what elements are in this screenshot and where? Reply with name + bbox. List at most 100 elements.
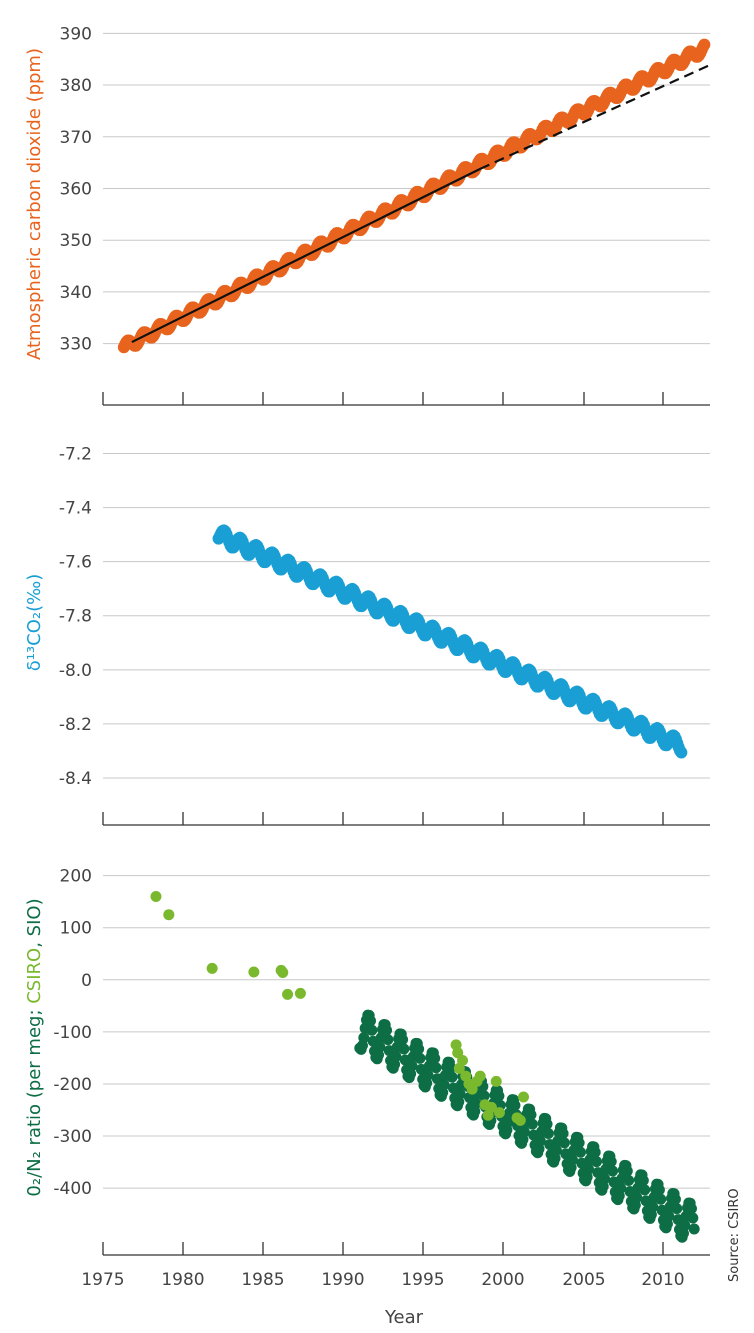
data-point [374, 1041, 386, 1053]
source-note: Source: CSIRO [727, 1188, 742, 1282]
y-tick-label: 340 [60, 283, 92, 303]
data-point [623, 1174, 635, 1186]
y-tick-label: -7.6 [59, 553, 92, 573]
y-tick-label: -100 [53, 1023, 92, 1043]
y-axis-title: 0₂/N₂ ratio (per meg; CSIRO, SIO) [24, 898, 45, 1196]
data-point [422, 1069, 434, 1081]
y-tick-label: -8.2 [59, 715, 92, 735]
data-point [663, 1210, 675, 1222]
d13c-panel: -7.2 -7.4 -7.6 -7.8 -8.0 -8.2 -8.4 δ¹³CO₂(‰) [24, 445, 710, 826]
data-point [574, 1146, 586, 1158]
data-point [478, 1090, 490, 1102]
y-axis-title: δ¹³CO₂(‰) [24, 574, 45, 672]
data-point [639, 1184, 651, 1196]
data-point [591, 1156, 603, 1168]
data-point [390, 1051, 402, 1063]
data-point [490, 1075, 502, 1087]
data-point [518, 1091, 530, 1103]
data-point [493, 1107, 505, 1119]
x-tick-label: 1985 [241, 1270, 284, 1290]
data-point [647, 1201, 659, 1213]
data-point [514, 1114, 526, 1126]
data-point [607, 1165, 619, 1177]
y-tick-label: 360 [60, 179, 92, 199]
y-tick-label: 200 [60, 867, 92, 887]
data-point [589, 1146, 601, 1158]
y-tick-label: -7.2 [59, 445, 92, 465]
data-point [457, 1055, 469, 1067]
data-point [502, 1116, 514, 1128]
data-point [381, 1024, 393, 1036]
data-point [438, 1079, 450, 1091]
data-point [474, 1070, 486, 1082]
x-tick-label: 1975 [81, 1270, 124, 1290]
x-tick-label: 1995 [401, 1270, 444, 1290]
y-axis-title-part: CSIRO [24, 948, 45, 1004]
y-tick-label: 350 [60, 231, 92, 251]
data-point [509, 1099, 521, 1111]
data-point [688, 1223, 700, 1235]
data-point [675, 746, 688, 759]
data-point [454, 1088, 466, 1100]
series-o2_sio [354, 1009, 700, 1243]
y-tick-label: 100 [60, 919, 92, 939]
data-point [686, 1203, 697, 1215]
data-point [406, 1060, 418, 1072]
data-point [493, 1090, 505, 1102]
y-tick-label: 370 [60, 128, 92, 148]
data-point [397, 1034, 409, 1046]
data-point [653, 1184, 665, 1196]
y-tick-label: -200 [53, 1075, 92, 1095]
data-point [206, 962, 218, 974]
x-tick-label: 2000 [481, 1270, 524, 1290]
data-point [541, 1118, 553, 1130]
data-point [557, 1128, 569, 1140]
trend-line-dashed [479, 63, 712, 170]
y-axis-title: Atmospheric carbon dioxide (ppm) [24, 48, 45, 360]
y-tick-label: 0 [81, 971, 92, 991]
co2-panel: 330 340 350 360 370 380 390 Atmospheric carbon … [24, 24, 712, 406]
data-point [573, 1137, 585, 1149]
x-tick-label: 2010 [641, 1270, 684, 1290]
x-tick-label: 1990 [321, 1270, 364, 1290]
data-point [583, 1163, 595, 1175]
data-point [282, 988, 294, 1000]
data-point [566, 1154, 578, 1166]
y-tick-label: -300 [53, 1127, 92, 1147]
data-point [294, 987, 306, 999]
data-point [698, 38, 711, 51]
data-point [687, 1212, 699, 1224]
data-point [542, 1127, 554, 1139]
data-point [655, 1193, 667, 1205]
data-point [358, 1032, 370, 1044]
data-point [382, 1034, 394, 1046]
data-point [669, 1193, 681, 1205]
data-point [615, 1182, 627, 1194]
data-point [605, 1156, 617, 1168]
data-point [631, 1191, 643, 1203]
y-axis-title-part: 0₂/N₂ ratio (per meg; [24, 1004, 45, 1197]
y-tick-label: -7.8 [59, 607, 92, 627]
data-point [277, 967, 289, 978]
data-point [413, 1043, 425, 1055]
y-tick-label: -7.4 [59, 499, 92, 519]
data-point [599, 1173, 611, 1185]
y-tick-label: -400 [53, 1179, 92, 1199]
data-point [470, 1097, 482, 1109]
y-tick-label: 390 [60, 24, 92, 44]
data-point [150, 890, 162, 902]
y-tick-label: 330 [60, 335, 92, 355]
y-axis-title-part: , SIO) [24, 898, 45, 947]
data-point [679, 1220, 691, 1232]
series-o2_csiro [150, 890, 530, 1126]
x-axis-title: Year [384, 1307, 424, 1328]
data-point [430, 1062, 442, 1074]
data-point [550, 1144, 562, 1156]
data-point [621, 1165, 633, 1177]
o2-panel: 200 100 0 -100 -200 -300 -400 0₂/N₂ ratio (per … [24, 867, 710, 1328]
data-point [485, 1101, 497, 1113]
data-point [398, 1043, 410, 1055]
data-point [429, 1052, 441, 1064]
y-tick-label: 380 [60, 76, 92, 96]
